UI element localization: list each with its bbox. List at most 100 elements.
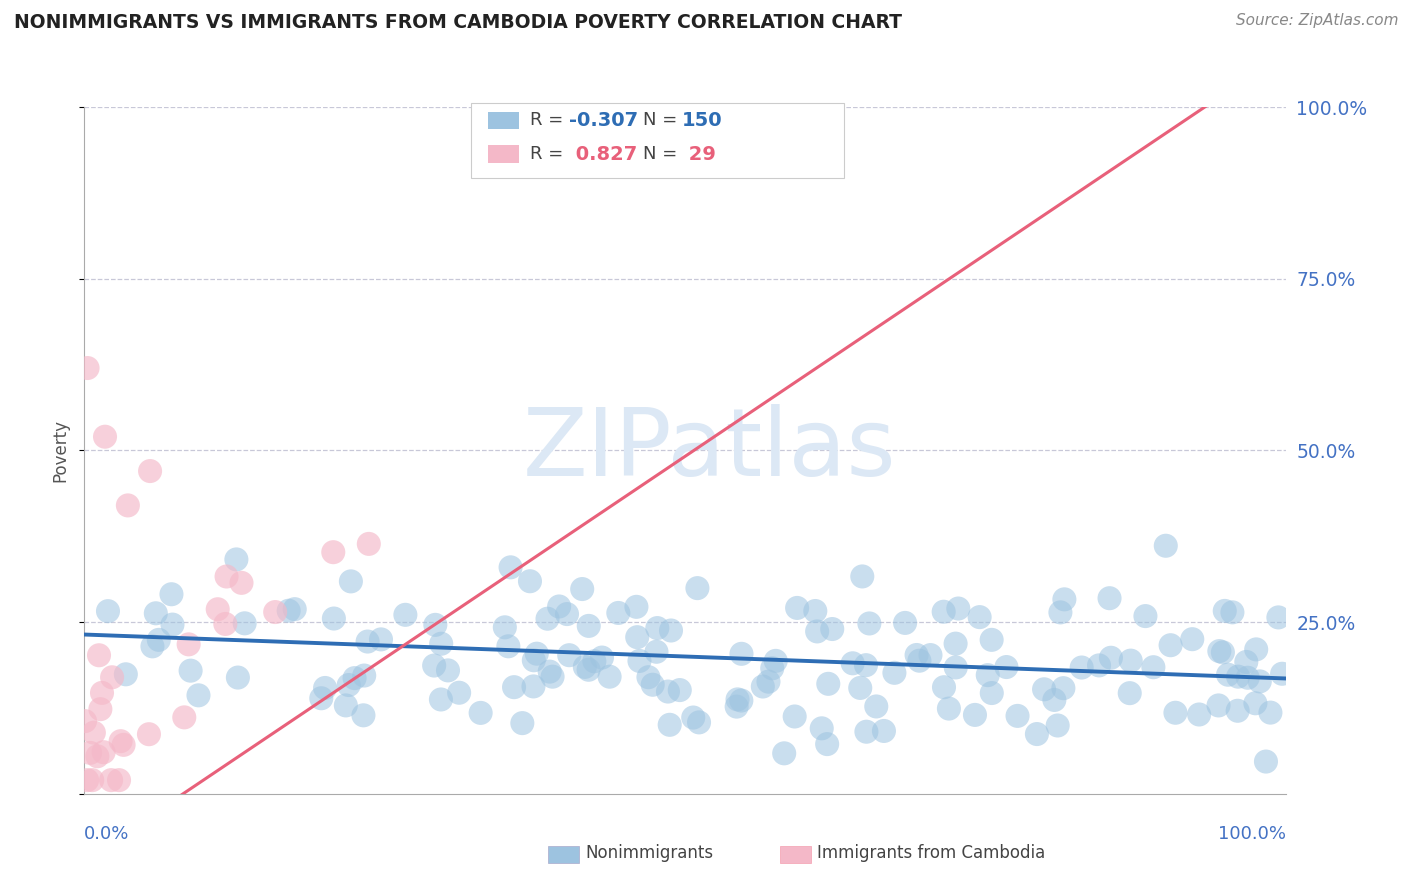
Text: 100.0%: 100.0%	[1219, 825, 1286, 843]
Point	[512, 716, 534, 731]
Point	[162, 617, 184, 632]
Point	[752, 680, 775, 694]
Point	[645, 645, 668, 659]
Point	[1267, 610, 1289, 624]
Point	[214, 617, 236, 632]
Point	[1154, 539, 1177, 553]
Point	[277, 604, 299, 618]
Point	[93, 745, 115, 759]
Point	[626, 599, 648, 614]
Point	[425, 618, 447, 632]
Text: 0.827: 0.827	[569, 145, 638, 164]
Point	[668, 683, 690, 698]
Point	[233, 616, 256, 631]
Point	[591, 650, 613, 665]
Point	[541, 670, 564, 684]
Point	[498, 640, 520, 654]
Point	[108, 773, 131, 788]
Point	[730, 647, 752, 661]
Point	[641, 678, 664, 692]
Point	[231, 575, 253, 590]
Point	[1244, 696, 1267, 710]
Point	[1033, 682, 1056, 697]
Point	[215, 569, 238, 583]
Point	[76, 773, 98, 788]
Point	[932, 605, 955, 619]
Point	[101, 670, 124, 684]
Point	[522, 680, 544, 694]
Point	[264, 605, 287, 619]
Point	[139, 464, 162, 478]
Point	[806, 624, 828, 639]
Point	[499, 560, 522, 574]
Point	[969, 610, 991, 624]
Point	[945, 637, 967, 651]
Point	[340, 574, 363, 589]
Point	[207, 602, 229, 616]
Point	[145, 607, 167, 621]
Point	[1271, 666, 1294, 681]
Point	[873, 723, 896, 738]
Point	[1025, 727, 1047, 741]
Point	[727, 692, 749, 706]
Point	[394, 607, 416, 622]
Point	[112, 738, 135, 752]
Point	[423, 658, 446, 673]
Point	[977, 668, 1000, 682]
Point	[1249, 674, 1271, 689]
Point	[932, 680, 955, 694]
Point	[1236, 671, 1258, 685]
Point	[783, 709, 806, 723]
Text: N =: N =	[643, 145, 682, 163]
Point	[555, 607, 578, 621]
Y-axis label: Poverty: Poverty	[51, 419, 69, 482]
Point	[583, 654, 606, 668]
Point	[1226, 704, 1249, 718]
Point	[100, 773, 122, 788]
Point	[430, 692, 453, 706]
Point	[810, 722, 832, 736]
Point	[180, 664, 202, 678]
Point	[226, 671, 249, 685]
Point	[1119, 654, 1142, 668]
Point	[322, 611, 344, 625]
Text: NONIMMIGRANTS VS IMMIGRANTS FROM CAMBODIA POVERTY CORRELATION CHART: NONIMMIGRANTS VS IMMIGRANTS FROM CAMBODI…	[14, 13, 903, 32]
Text: -0.307: -0.307	[569, 111, 638, 130]
Point	[1049, 606, 1071, 620]
Point	[730, 693, 752, 707]
Point	[920, 648, 942, 662]
Point	[855, 724, 877, 739]
Point	[686, 581, 709, 595]
Point	[83, 725, 105, 739]
Point	[1053, 592, 1076, 607]
Point	[995, 660, 1018, 674]
Point	[437, 664, 460, 678]
Point	[352, 708, 374, 723]
Point	[758, 674, 780, 689]
Point	[311, 691, 333, 706]
Point	[114, 667, 136, 681]
Point	[765, 654, 787, 668]
Point	[1007, 709, 1029, 723]
Point	[817, 677, 839, 691]
Point	[284, 602, 307, 616]
Point	[578, 663, 600, 677]
Point	[494, 620, 516, 634]
Point	[1181, 632, 1204, 647]
Point	[658, 718, 681, 732]
Point	[356, 634, 378, 648]
Point	[117, 499, 139, 513]
Point	[91, 686, 114, 700]
Point	[980, 686, 1002, 700]
Point	[1254, 755, 1277, 769]
Point	[79, 746, 101, 760]
Point	[357, 537, 380, 551]
Point	[761, 661, 783, 675]
Point	[1142, 660, 1164, 674]
Point	[725, 699, 748, 714]
Point	[1098, 591, 1121, 606]
Point	[89, 702, 111, 716]
Point	[314, 681, 336, 695]
Point	[335, 698, 357, 713]
Point	[177, 637, 200, 651]
